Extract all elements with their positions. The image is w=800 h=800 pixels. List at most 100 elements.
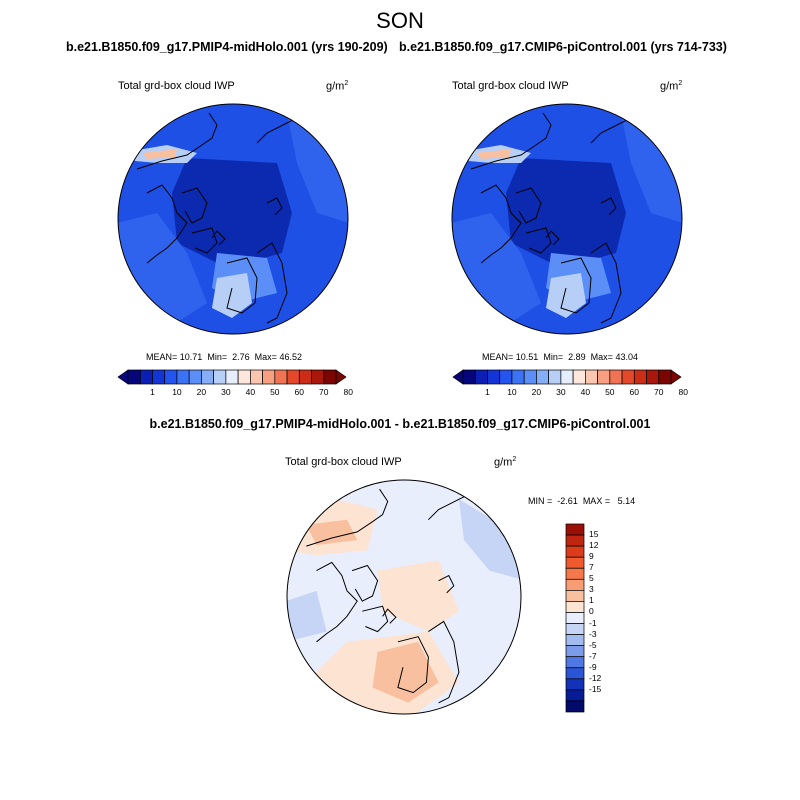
coastline-scandinavia	[560, 257, 592, 314]
colorbar-swatch	[565, 612, 585, 624]
coastline-russia	[256, 242, 288, 324]
colorbar-swatch	[565, 623, 585, 635]
coastline-hudson	[362, 605, 389, 633]
colorbar-swatch	[565, 645, 585, 658]
colorbar-swatch	[609, 369, 623, 385]
coastline-siberia	[428, 493, 470, 521]
colorbar-swatch	[565, 523, 585, 536]
colorbar-swatch	[621, 369, 635, 385]
field-warm-center	[377, 560, 459, 632]
colorbar-swatch	[565, 545, 585, 558]
left-panel-stats: MEAN= 10.71 Min= 2.76 Max= 46.52	[146, 352, 302, 362]
field-warm-nw2	[306, 519, 358, 546]
left-polar-map	[117, 103, 349, 335]
map-boundary	[117, 103, 349, 335]
coastline-greenland-tip	[545, 230, 560, 246]
colorbar-tick-label: -5	[589, 639, 597, 650]
difference-polar-map	[286, 479, 522, 715]
colorbar-swatch	[565, 689, 585, 702]
coastline-alaska	[470, 112, 552, 170]
colorbar-tick-label: -15	[589, 683, 602, 694]
colorbar-tick-label: 12	[589, 540, 599, 551]
colorbar-swatch	[565, 700, 585, 713]
coastline-alaska	[306, 488, 389, 547]
colorbar-swatch	[323, 369, 337, 385]
colorbar-swatch	[274, 369, 288, 385]
colorbar-tick-label: -9	[589, 661, 597, 672]
colorbar-swatch	[585, 369, 598, 385]
left-colorbar	[117, 369, 347, 385]
colorbar-tick-label: 40	[580, 387, 591, 397]
coastline-archipelago	[181, 187, 208, 224]
colorbar-tick-label: 9	[589, 551, 594, 562]
colorbar-swatch	[565, 567, 585, 580]
diff-panel-units: g/m2	[494, 456, 517, 469]
coastline-scandinavia	[397, 636, 429, 694]
colorbar-swatch	[462, 369, 476, 385]
coastline-hudson	[525, 227, 552, 254]
colorbar-tick-label: -7	[589, 650, 597, 661]
season-title: SON	[376, 8, 424, 33]
right-colorbar	[452, 369, 682, 385]
colorbar-swatch	[565, 678, 585, 691]
colorbar-tick-label: 40	[245, 387, 256, 397]
colorbar-swatch	[658, 369, 672, 385]
colorbar-tick-label: 7	[589, 562, 594, 573]
coastline-canada	[316, 561, 358, 643]
colorbar-swatch	[511, 369, 525, 385]
colorbar-tick-label: 80	[678, 387, 688, 397]
field-norway	[546, 273, 586, 318]
coastline-canada	[146, 184, 188, 264]
colorbar-tick-label: 70	[319, 387, 329, 397]
colorbar-swatch	[250, 369, 263, 385]
colorbar-swatch	[560, 369, 574, 385]
colorbar-swatch	[565, 534, 585, 547]
colorbar-tick-label: 60	[294, 387, 305, 397]
coastline-novaya	[438, 574, 455, 594]
coastline-siberia	[590, 117, 632, 144]
coastline-hudson	[191, 227, 218, 254]
colorbar-swatch	[565, 601, 585, 613]
colorbar-swatch	[176, 369, 190, 385]
colorbar-tick-label: 50	[270, 387, 280, 397]
coastline-alaska	[136, 112, 218, 170]
colorbar-swatch	[565, 667, 585, 680]
field-warm-south2	[372, 641, 439, 703]
field-gulf-alaska-warm	[476, 149, 511, 159]
colorbar-right-triangle	[335, 369, 347, 385]
colorbar-swatch	[487, 369, 501, 385]
colorbar-swatch	[474, 369, 488, 385]
colorbar-tick-label: 1	[485, 387, 490, 397]
left-panel-variable-label: Total grd-box cloud IWP	[118, 80, 235, 92]
colorbar-swatch	[565, 556, 585, 569]
field-cool-w	[287, 590, 327, 642]
difference-colorbar	[565, 523, 585, 713]
colorbar-tick-label: 20	[196, 387, 207, 397]
left-panel-units: g/m2	[326, 80, 349, 93]
colorbar-tick-label: 20	[531, 387, 542, 397]
field-gulf-alaska-warm	[142, 149, 177, 159]
colorbar-swatch	[565, 578, 585, 591]
diff-panel-variable-label: Total grd-box cloud IWP	[285, 456, 402, 468]
colorbar-tick-label: 0	[589, 606, 594, 617]
colorbar-swatch	[646, 369, 660, 385]
colorbar-swatch	[523, 369, 537, 385]
colorbar-tick-label: 70	[654, 387, 664, 397]
coastline-greenland-tip	[382, 608, 397, 624]
colorbar-swatch	[188, 369, 202, 385]
left-panel-case-title: b.e21.B1850.f09_g17.PMIP4-midHolo.001 (y…	[66, 40, 388, 54]
colorbar-tick-label: 15	[589, 529, 599, 540]
colorbar-swatch	[499, 369, 513, 385]
colorbar-tick-label: -12	[589, 672, 602, 683]
coastline-canada	[480, 184, 522, 264]
colorbar-swatch	[572, 369, 586, 385]
colorbar-swatch	[225, 369, 239, 385]
colorbar-tick-label: 1	[150, 387, 155, 397]
colorbar-tick-label: 3	[589, 584, 594, 595]
colorbar-tick-label: 50	[605, 387, 615, 397]
field-arctic-low	[172, 158, 292, 268]
colorbar-tick-label: 30	[221, 387, 231, 397]
difference-title: b.e21.B1850.f09_g17.PMIP4-midHolo.001 - …	[149, 417, 651, 431]
coastline-novaya	[266, 197, 283, 216]
colorbar-swatch	[213, 369, 227, 385]
